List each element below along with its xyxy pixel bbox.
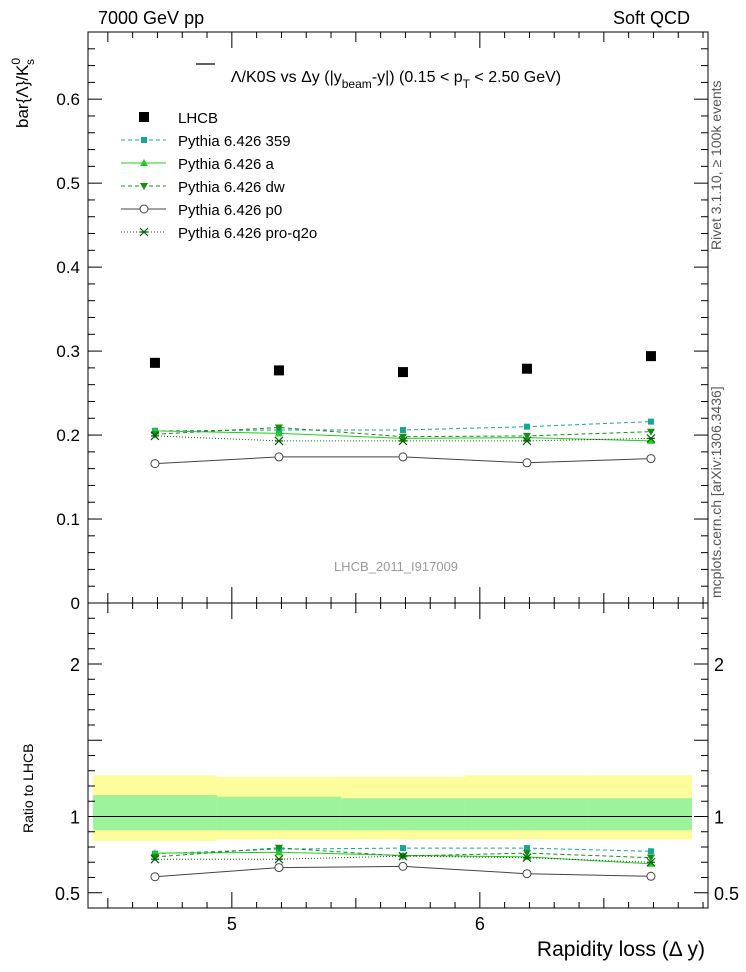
ratio-band-inner	[588, 798, 692, 831]
ratio-y-tick-label: 0.5	[55, 884, 80, 904]
point-data-2	[397, 367, 408, 378]
title-lambda: Λ	[231, 69, 242, 86]
point-q2o-0	[150, 431, 160, 441]
ylabel-sup: 0	[9, 58, 23, 65]
point-p359-2	[399, 427, 406, 434]
ratio-y-tick-label: 1	[70, 808, 80, 828]
ratio-y-tick-label-right: 2	[714, 655, 724, 675]
point-dw-1	[274, 844, 283, 852]
point-q2o-2	[398, 436, 408, 446]
legend-marker-a	[140, 159, 148, 166]
y-tick-label: 0.2	[56, 426, 80, 445]
ratio-y-tick-label-right: 0.5	[714, 884, 739, 904]
y-tick-label: 0.4	[56, 258, 80, 277]
point-q2o-3	[522, 436, 532, 446]
ratio-band-inner	[216, 796, 341, 831]
ratio-panel: 0.5 0.5 1 1 2 2 5 6 Ratio to LHCB Rapidity loss…	[20, 602, 739, 961]
point-dw-3	[522, 432, 531, 440]
header-left: 7000 GeV pp	[98, 8, 204, 28]
legend-label-q2o: Pythia 6.426 pro-q2o	[178, 225, 317, 242]
point-data-1	[273, 365, 284, 376]
main-panel: 0 0.1 0.2 0.3 0.4 0.5 0.6 LHCB_2011_I917009 Λ/…	[9, 31, 709, 613]
point-q2o-1	[274, 436, 284, 446]
point-a-1	[274, 429, 283, 437]
legend-label-a: Pythia 6.426 a	[178, 156, 275, 173]
y-tick-label: 0.1	[56, 510, 80, 529]
point-dw-0	[150, 853, 159, 861]
point-p0-4	[646, 871, 656, 881]
legend-label-p359: Pythia 6.426 359	[178, 133, 291, 150]
y-tick-label: 0	[71, 594, 80, 613]
point-dw-4	[646, 854, 655, 862]
point-data-4	[645, 351, 656, 362]
point-p359-2	[399, 845, 406, 852]
point-p359-3	[523, 845, 530, 852]
point-q2o-1	[274, 854, 284, 864]
rivet-label: Rivet 3.1.10, ≥ 100k events	[708, 80, 724, 250]
legend: LHCB Pythia 6.426 359 Pythia 6.426 a Pythia…	[121, 110, 317, 242]
legend-marker-data	[139, 112, 149, 122]
point-p0-3	[522, 458, 532, 468]
title-sub-t: T	[463, 77, 471, 91]
legend-label-p0: Pythia 6.426 p0	[178, 202, 282, 219]
point-dw-0	[150, 431, 159, 439]
ratio-band-inner	[464, 798, 589, 831]
title-sub-beam: beam	[342, 77, 372, 91]
mcplots-label: mcplots.cern.ch [arXiv:1306.3436]	[708, 386, 724, 598]
title-part-a: /K0S vs Δy (|y	[242, 69, 342, 86]
point-p359-4	[647, 418, 654, 425]
point-q2o-4	[646, 433, 656, 443]
title-part-c: -y|) (0.15 < p	[372, 69, 463, 86]
ratio-band-inner	[92, 795, 217, 831]
point-p0-2	[398, 452, 408, 462]
point-p0-4	[646, 454, 656, 464]
ylabel-main: bar{Λ}/K	[13, 64, 32, 128]
x-tick-label: 5	[227, 914, 237, 934]
point-p0-1	[274, 452, 284, 462]
watermark: LHCB_2011_I917009	[334, 559, 458, 574]
point-p0-0	[150, 872, 160, 882]
upper-ylabel: bar{Λ}/K0s	[9, 58, 37, 128]
legend-label-data: LHCB	[178, 110, 218, 127]
y-tick-label: 0.3	[56, 342, 80, 361]
ratio-band-inner	[340, 798, 465, 831]
y-tick-label: 0.6	[56, 90, 80, 109]
legend-marker-p0	[139, 204, 149, 214]
point-p359-3	[523, 423, 530, 430]
ratio-ylabel: Ratio to LHCB	[20, 744, 36, 833]
legend-marker-p359	[141, 137, 147, 143]
legend-marker-dw	[140, 183, 148, 190]
plot-title: Λ/K0S vs Δy (|ybeam-y|) (0.15 < pT < 2.5…	[231, 69, 561, 91]
point-q2o-4	[646, 857, 656, 867]
point-a-1	[274, 848, 283, 856]
title-part-e: < 2.50 GeV)	[470, 69, 561, 86]
y-tick-label: 0.5	[56, 174, 80, 193]
point-dw-1	[274, 424, 283, 432]
point-dw-4	[646, 428, 655, 436]
ylabel-sub: s	[23, 59, 37, 65]
x-axis-label: Rapidity loss (Δ y)	[537, 938, 705, 961]
x-tick-label: 6	[475, 914, 485, 934]
point-data-3	[521, 363, 532, 374]
ratio-y-tick-label-right: 1	[714, 808, 724, 828]
ratio-y-tick-label: 2	[70, 655, 80, 675]
point-p0-0	[150, 459, 160, 469]
point-a-4	[646, 436, 655, 444]
point-p0-1	[274, 863, 284, 873]
legend-marker-q2o	[139, 227, 149, 237]
point-q2o-2	[398, 851, 408, 861]
point-data-0	[149, 357, 160, 368]
point-p0-3	[522, 869, 532, 879]
point-q2o-3	[522, 853, 532, 863]
header-right: Soft QCD	[613, 8, 690, 28]
point-p359-4	[647, 848, 654, 855]
legend-label-dw: Pythia 6.426 dw	[178, 179, 285, 196]
point-dw-3	[522, 850, 531, 858]
point-q2o-0	[150, 854, 160, 864]
point-dw-2	[398, 433, 407, 441]
point-p0-2	[398, 861, 408, 871]
